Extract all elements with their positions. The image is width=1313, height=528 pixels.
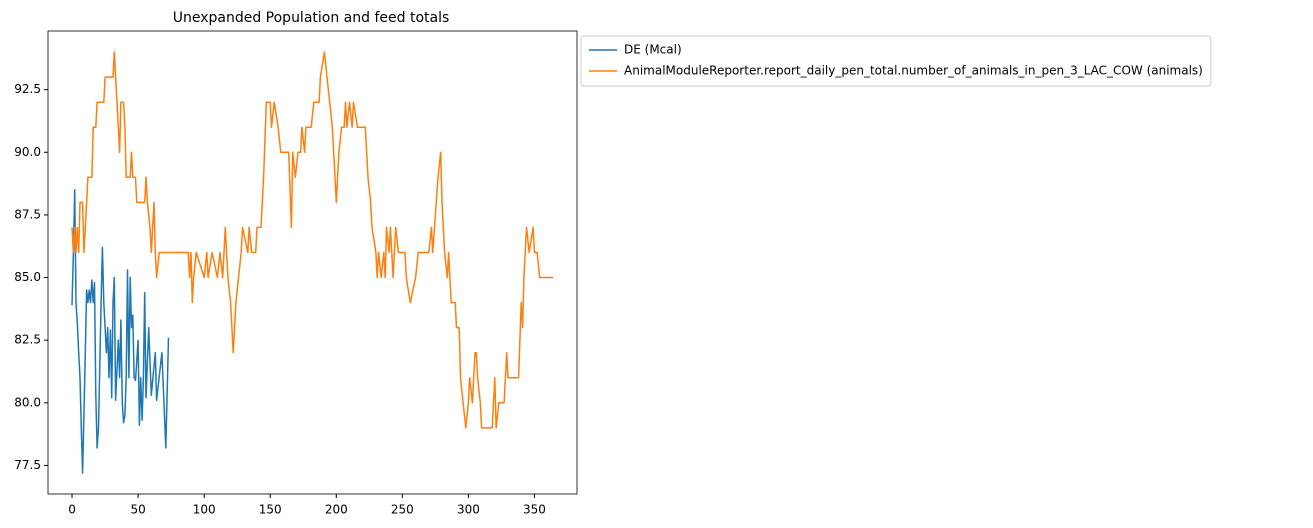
y-tick-label: 92.5: [14, 82, 41, 96]
y-tick-label: 77.5: [14, 458, 41, 472]
y-tick-label: 87.5: [14, 207, 41, 221]
y-tick-label: 80.0: [14, 395, 41, 409]
legend-label: DE (Mcal): [624, 43, 682, 57]
legend-box: [580, 35, 1212, 87]
y-tick-label: 90.0: [14, 145, 41, 159]
y-tick-label: 85.0: [14, 270, 41, 284]
x-tick-label: 100: [193, 503, 216, 517]
series-line: [71, 189, 170, 474]
x-tick-label: 150: [259, 503, 282, 517]
x-tick-label: 300: [457, 503, 480, 517]
x-tick-label: 200: [325, 503, 348, 517]
x-tick-label: 0: [68, 503, 76, 517]
legend-label: AnimalModuleReporter.report_daily_pen_to…: [624, 64, 1203, 78]
x-tick-label: 50: [130, 503, 145, 517]
plot-frame: [47, 30, 578, 495]
x-tick-label: 350: [523, 503, 546, 517]
chart-title: Unexpanded Population and feed totals: [173, 10, 450, 26]
y-tick-label: 82.5: [14, 333, 41, 347]
x-tick-label: 250: [391, 503, 414, 517]
series-line: [71, 51, 553, 429]
